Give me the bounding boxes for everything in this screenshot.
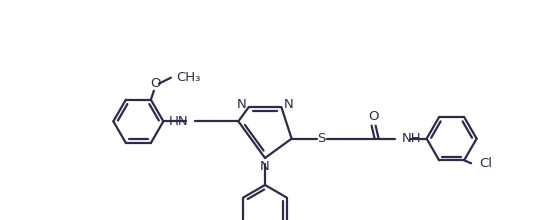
Text: N: N (260, 160, 270, 172)
Text: CH₃: CH₃ (176, 71, 200, 84)
Text: NH: NH (402, 132, 421, 145)
Text: N: N (283, 98, 293, 111)
Text: Cl: Cl (479, 157, 492, 170)
Text: HN: HN (169, 115, 189, 128)
Text: O: O (150, 77, 161, 90)
Text: N: N (237, 98, 246, 111)
Text: O: O (368, 110, 379, 123)
Text: S: S (317, 132, 326, 145)
